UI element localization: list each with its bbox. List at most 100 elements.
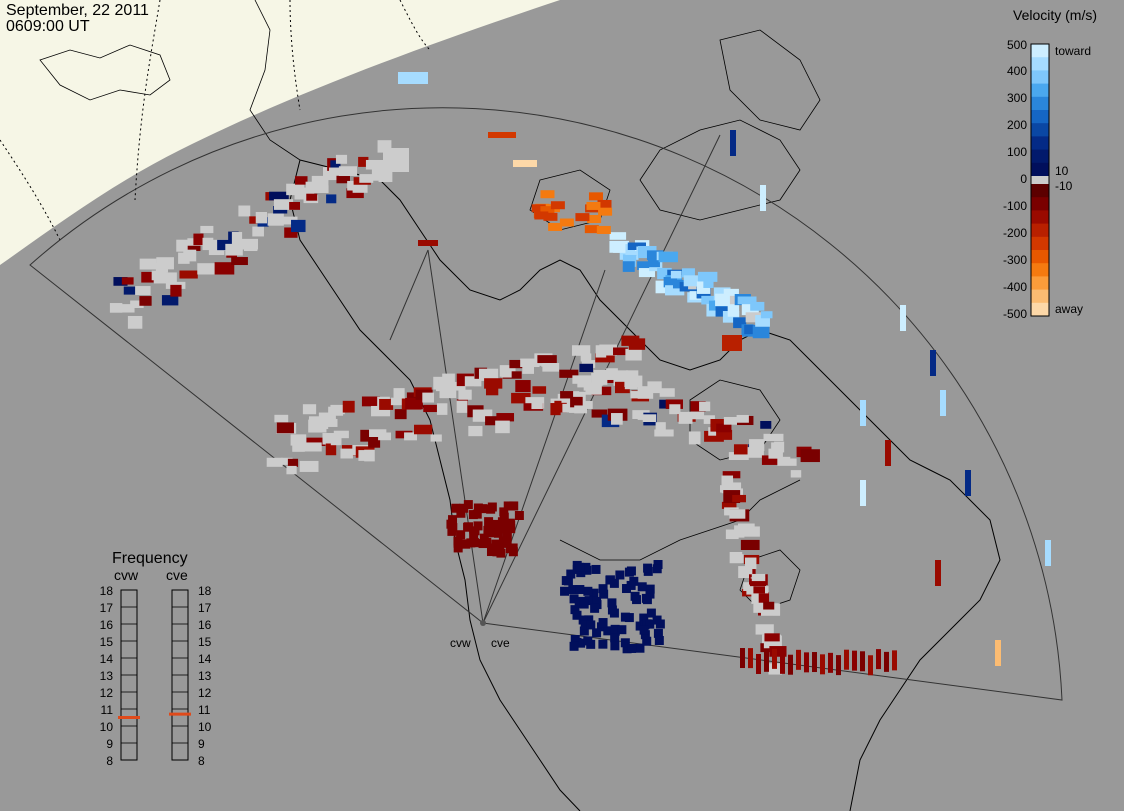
radar-cell bbox=[653, 628, 663, 638]
radar-cell bbox=[772, 648, 777, 669]
frequency-scale-label-left: 13 bbox=[100, 669, 114, 683]
radar-cell bbox=[586, 620, 596, 630]
radar-cell bbox=[852, 650, 857, 671]
radar-cell bbox=[764, 651, 769, 672]
frequency-scale-label-left: 14 bbox=[100, 652, 114, 666]
radar-cell bbox=[559, 369, 579, 378]
frequency-scale-label-left: 11 bbox=[101, 703, 114, 717]
radar-cell bbox=[737, 296, 757, 305]
radar-cell bbox=[617, 625, 627, 635]
radar-cell bbox=[312, 185, 329, 194]
radar-cell bbox=[495, 522, 505, 532]
radar-cell bbox=[515, 380, 531, 393]
radar-cell bbox=[531, 398, 543, 410]
radar-cell bbox=[704, 430, 724, 442]
radar-cell bbox=[238, 205, 251, 217]
radar-cell bbox=[464, 376, 482, 387]
radar-cell bbox=[592, 596, 602, 606]
radar-cell bbox=[641, 593, 651, 603]
radar-cell bbox=[325, 418, 338, 427]
radar-cell bbox=[721, 475, 734, 488]
radar-cell bbox=[447, 526, 457, 536]
frequency-scale-label-left: 9 bbox=[106, 737, 113, 751]
radar-cell bbox=[769, 646, 787, 657]
frequency-scale-label-left: 10 bbox=[100, 720, 114, 734]
radar-cells bbox=[109, 72, 1051, 676]
radar-cell bbox=[828, 652, 833, 673]
radar-cell bbox=[502, 538, 512, 548]
radar-cell bbox=[592, 628, 602, 638]
radar-cell bbox=[597, 199, 612, 208]
radar-cell bbox=[678, 411, 693, 424]
radar-cell bbox=[358, 450, 370, 461]
radar-cell bbox=[940, 390, 946, 416]
radar-cell bbox=[365, 159, 384, 170]
radar-cell bbox=[744, 557, 757, 570]
radar-cell bbox=[663, 276, 678, 288]
radar-cell bbox=[626, 580, 636, 590]
radar-cell bbox=[812, 652, 817, 673]
radar-cell bbox=[868, 655, 873, 676]
radar-cell bbox=[646, 250, 664, 261]
radar-cell bbox=[274, 414, 289, 423]
time-label: 0609:00 UT bbox=[6, 18, 90, 35]
radar-cell bbox=[876, 649, 881, 670]
radar-cell bbox=[484, 378, 503, 389]
latitude-grid-line bbox=[289, 0, 301, 111]
radar-cell bbox=[642, 636, 652, 646]
radar-cell bbox=[752, 325, 770, 339]
radar-cell bbox=[575, 562, 585, 572]
radar-cell bbox=[489, 519, 499, 529]
radar-cell bbox=[637, 261, 652, 271]
colorbar-swatch-toward bbox=[1031, 162, 1049, 177]
frequency-scale-label-left: 16 bbox=[100, 618, 114, 632]
radar-cell bbox=[756, 653, 761, 674]
colorbar-swatch-toward bbox=[1031, 123, 1049, 137]
radar-cell bbox=[900, 305, 906, 331]
radar-cell bbox=[291, 219, 306, 233]
frequency-scale-label-right: 13 bbox=[198, 669, 212, 683]
radar-cell bbox=[243, 241, 258, 252]
radar-cell bbox=[328, 167, 342, 178]
station-marker bbox=[480, 620, 486, 626]
colorbar-swatch-toward bbox=[1031, 149, 1049, 164]
radar-cell bbox=[779, 456, 791, 465]
radar-cell bbox=[609, 578, 619, 588]
frequency-title: Frequency bbox=[112, 550, 188, 567]
latitude-grid-line bbox=[134, 0, 161, 201]
radar-cell bbox=[458, 389, 472, 400]
radar-cell bbox=[615, 570, 625, 580]
radar-cell bbox=[627, 242, 647, 250]
frequency-scale-label-right: 15 bbox=[198, 635, 212, 649]
radar-cell bbox=[747, 447, 764, 458]
radar-cell bbox=[436, 403, 448, 415]
radar-cell bbox=[423, 404, 443, 413]
radar-cell bbox=[170, 284, 182, 297]
radar-cell bbox=[378, 170, 393, 182]
radar-cell bbox=[736, 414, 749, 423]
radar-cell bbox=[751, 573, 766, 582]
radar-cell bbox=[418, 240, 438, 246]
radar-cell bbox=[609, 232, 627, 240]
daylight-region bbox=[0, 0, 560, 265]
radar-cell bbox=[860, 400, 866, 426]
beam-line bbox=[389, 249, 429, 341]
radar-cell bbox=[584, 615, 594, 625]
radar-cell bbox=[750, 301, 765, 311]
radar-cell bbox=[995, 640, 1001, 666]
radar-cell bbox=[640, 630, 650, 640]
radar-cell bbox=[141, 271, 154, 283]
colorbar-tick-label: 300 bbox=[1007, 91, 1027, 105]
radar-cell bbox=[383, 148, 409, 172]
radar-cell bbox=[658, 251, 678, 263]
radar-cell bbox=[161, 295, 179, 306]
radar-cell bbox=[639, 625, 649, 635]
frequency-scale-label-right: 10 bbox=[198, 720, 212, 734]
radar-cell bbox=[646, 608, 656, 618]
radar-cell bbox=[780, 653, 785, 674]
radar-cell bbox=[333, 430, 349, 439]
radar-cell bbox=[578, 615, 588, 625]
radar-cell bbox=[413, 424, 433, 435]
colorbar-swatch-away bbox=[1031, 236, 1049, 251]
